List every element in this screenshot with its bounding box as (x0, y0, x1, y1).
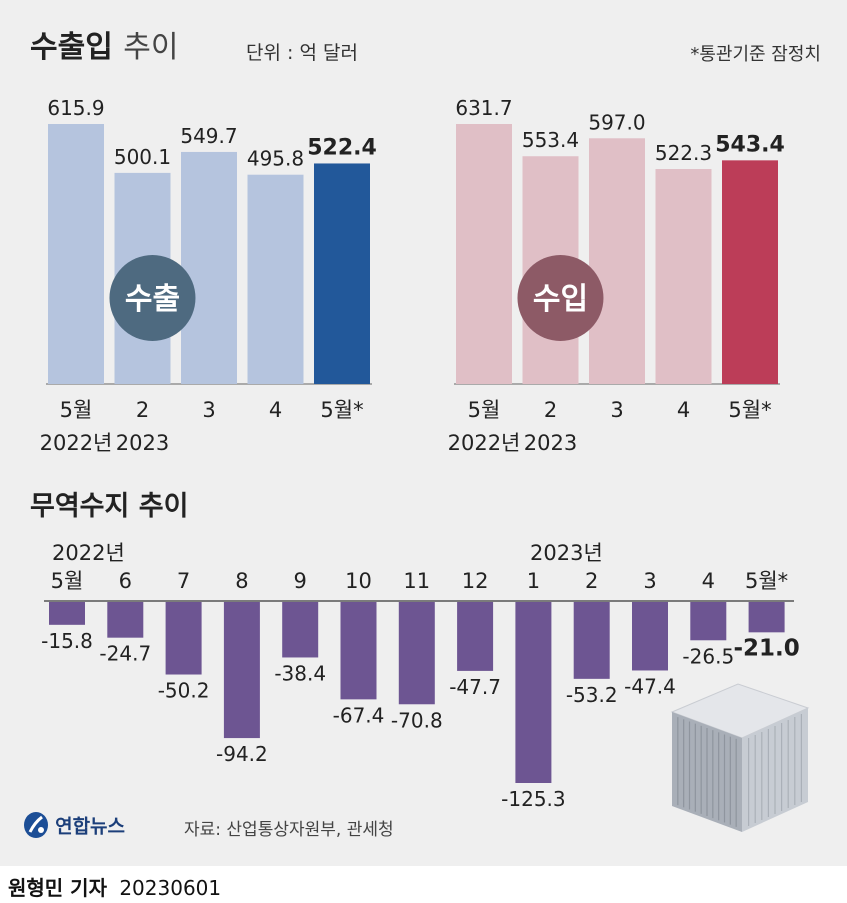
import-value-label: 522.3 (655, 141, 712, 165)
logo-text: 연합뉴스 (55, 815, 126, 838)
balance-value-label: -53.2 (566, 683, 618, 707)
balance-category-label: 3 (643, 569, 656, 593)
balance-category-label: 10 (345, 569, 372, 593)
import-category-label: 3 (610, 398, 623, 422)
balance-bar (748, 602, 785, 633)
import-badge-label: 수입 (533, 282, 588, 317)
export-category-label: 4 (269, 398, 282, 422)
logo: 연합뉴스 (22, 810, 125, 840)
balance-category-label: 12 (462, 569, 489, 593)
export-value-label: 522.4 (307, 135, 377, 160)
unit-label: 단위 : 억 달러 (246, 42, 358, 64)
balance-category-label: 7 (177, 569, 190, 593)
import-year-label: 2023 (524, 431, 577, 455)
export-import-charts: 615.9 5월 2022년 500.1 2 2023 549.7 3 495.8 4 522.4 5… (40, 96, 785, 455)
balance-category-label: 11 (403, 569, 430, 593)
balance-bar (282, 602, 319, 658)
balance-bar (107, 602, 144, 638)
export-value-label: 615.9 (47, 96, 104, 120)
import-category-label: 2 (544, 398, 557, 422)
balance-category-label: 6 (119, 569, 132, 593)
export-badge-label: 수출 (125, 282, 180, 317)
import-value-label: 631.7 (455, 96, 512, 120)
balance-category-label: 1 (527, 569, 540, 593)
import-value-label: 597.0 (588, 110, 645, 134)
balance-value-label: -70.8 (391, 708, 443, 732)
container-ribs (677, 714, 803, 827)
balance-category-label: 4 (702, 569, 715, 593)
balance-bar (515, 602, 552, 783)
footnote-label: *통관기준 잠정치 (690, 44, 821, 65)
import-value-label: 553.4 (522, 128, 579, 152)
export-chart: 615.9 5월 2022년 500.1 2 2023 549.7 3 495.8 4 522.4 5… (40, 96, 377, 455)
import-bar (655, 169, 712, 384)
byline: 원형민 기자 20230601 (8, 872, 221, 901)
balance-bar (457, 602, 494, 671)
year-2022-label: 2022년 (52, 541, 125, 565)
balance-value-label: -24.7 (99, 642, 151, 666)
publish-date: 20230601 (119, 876, 222, 900)
title-bold: 수출입 (30, 30, 113, 65)
import-year-label: 2022년 (448, 431, 521, 455)
balance-value-label: -15.8 (41, 629, 93, 653)
balance-bars: 5월-15.86-24.77-50.28-94.29-38.410-67.411… (41, 569, 800, 811)
balance-bar (49, 602, 85, 625)
balance-category-label: 5월 (51, 569, 84, 593)
export-year-label: 2022년 (40, 431, 113, 455)
export-bar (181, 151, 237, 384)
trade-balance-title: 무역수지 추이 (30, 491, 189, 522)
export-bar (314, 163, 370, 384)
source-label: 자료: 산업통상자원부, 관세청 (184, 820, 394, 840)
balance-value-label: -38.4 (274, 661, 326, 685)
export-badge (109, 255, 196, 341)
import-bar (589, 138, 645, 384)
year-2023-label: 2023년 (530, 541, 603, 565)
import-badge (517, 255, 604, 341)
import-category-label: 5월* (728, 398, 771, 422)
export-category-label: 5월* (320, 398, 363, 422)
balance-value-label: -125.3 (501, 787, 565, 811)
balance-value-label: -21.0 (733, 635, 799, 661)
trade-balance-chart: 5월-15.86-24.77-50.28-94.29-38.410-67.411… (41, 569, 810, 832)
export-category-label: 3 (202, 398, 215, 422)
balance-bar (165, 602, 202, 675)
import-category-label: 4 (677, 398, 690, 422)
import-bar (456, 124, 512, 384)
export-year-label: 2023 (116, 431, 169, 455)
balance-value-label: -50.2 (158, 679, 210, 703)
balance-bar (398, 602, 435, 705)
export-value-label: 549.7 (180, 124, 237, 148)
title-light: 추이 (123, 30, 179, 65)
balance-value-label: -47.7 (449, 675, 501, 699)
balance-bar (223, 602, 260, 739)
page-title: 수출입 추이 (30, 22, 178, 66)
balance-value-label: -47.4 (624, 674, 676, 698)
balance-value-label: -94.2 (216, 742, 268, 766)
balance-bar (690, 602, 727, 641)
export-bar (48, 124, 104, 384)
balance-category-label: 2 (585, 569, 598, 593)
balance-category-label: 8 (235, 569, 248, 593)
import-bar (722, 160, 778, 384)
balance-category-label: 5월* (745, 569, 788, 593)
balance-value-label: -26.5 (682, 644, 734, 668)
logo-icon (24, 812, 48, 838)
balance-bar (573, 602, 610, 679)
export-value-label: 495.8 (247, 147, 304, 171)
import-value-label: 543.4 (715, 132, 785, 157)
import-chart: 631.7 5월 2022년 553.4 2 2023 597.0 3 522.3 4 543.4 5… (448, 96, 785, 455)
export-category-label: 5월 (60, 398, 93, 422)
shipping-container-illustration (670, 683, 810, 832)
import-category-label: 5월 (468, 398, 501, 422)
balance-bar (632, 602, 668, 671)
export-value-label: 500.1 (114, 145, 171, 169)
balance-bar (340, 602, 377, 700)
export-bar (247, 174, 304, 384)
export-category-label: 2 (136, 398, 149, 422)
reporter-name: 원형민 기자 (8, 876, 107, 900)
balance-category-label: 9 (294, 569, 307, 593)
balance-value-label: -67.4 (333, 703, 385, 727)
